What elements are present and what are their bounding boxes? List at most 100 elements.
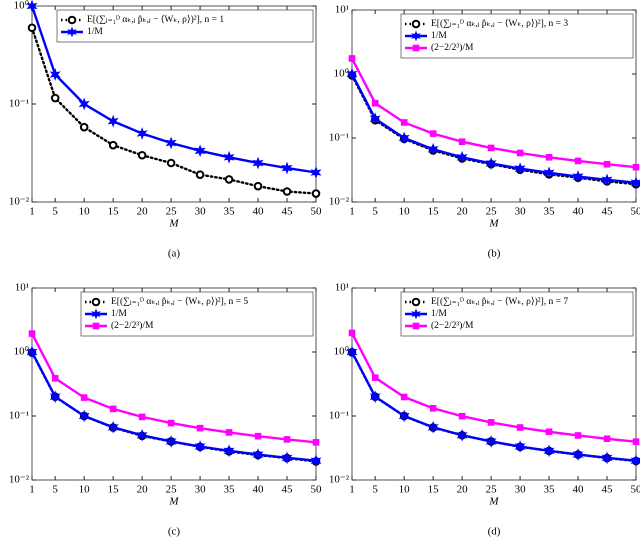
y-tick-label: 10⁻¹ [9, 410, 29, 422]
marker [49, 68, 61, 81]
x-tick-label: 5 [372, 206, 378, 218]
marker [311, 189, 321, 198]
y-tick-label: 10⁰ [334, 68, 350, 80]
legend-marker [91, 308, 101, 320]
marker [514, 440, 526, 453]
legend-label: 1/M [87, 27, 103, 37]
marker [254, 432, 262, 440]
x-tick-label: 35 [224, 206, 236, 218]
marker [194, 144, 206, 158]
marker [136, 428, 148, 442]
caption: (c) [168, 526, 181, 538]
marker [514, 162, 526, 175]
marker [252, 448, 264, 461]
marker [194, 440, 206, 453]
marker [485, 157, 497, 170]
legend-marker [92, 322, 100, 330]
y-tick-label: 10⁰ [14, 0, 30, 12]
x-tick-label: 30 [515, 484, 527, 496]
y-tick-label: 10⁻² [329, 196, 350, 208]
marker [456, 150, 468, 164]
legend: E[(∑ⱼ₌₁ᴰ αₖ,ⱼ p̂ₖ,ⱼ − ⟨Wₖ, ρ⟩)²], n = 1 1… [56, 9, 314, 43]
y-tick-label: 10⁻² [9, 196, 30, 208]
marker [79, 122, 89, 132]
x-tick-label: 10 [399, 206, 411, 218]
x-tick-label: 5 [372, 484, 378, 496]
marker [195, 170, 205, 179]
marker [485, 435, 497, 448]
marker [487, 419, 495, 426]
legend-label: (2−2/2³)/M [431, 42, 474, 53]
x-tick-label: 35 [544, 206, 556, 218]
legend-label: 1/M [431, 309, 447, 319]
marker [603, 160, 611, 168]
marker [400, 119, 408, 126]
legend-label: E[(∑ⱼ₌₁ᴰ αₖ,ⱼ p̂ₖ,ⱼ − ⟨Wₖ, ρ⟩)²], n = 5 [111, 296, 248, 307]
marker [282, 187, 292, 196]
legend-label: 1/M [431, 31, 447, 41]
caption: (d) [488, 526, 501, 538]
y-tick-label: 10⁰ [14, 346, 30, 358]
marker [516, 424, 524, 431]
legend-marker [67, 26, 77, 38]
marker [574, 157, 582, 165]
marker [346, 67, 358, 81]
x-tick-label: 30 [195, 206, 207, 218]
legend-label: 1/M [111, 309, 127, 319]
legend-marker [91, 297, 101, 307]
marker [196, 424, 204, 432]
marker [572, 170, 584, 183]
y-tick-label: 10⁻² [9, 474, 30, 486]
legend-marker [67, 15, 77, 25]
x-tick-label: 50 [631, 206, 640, 218]
y-tick-label: 10¹ [335, 4, 349, 16]
x-tick-label: 40 [253, 206, 265, 218]
marker [26, 345, 38, 359]
marker [348, 55, 356, 62]
x-tick-label: 10 [79, 206, 91, 218]
x-tick-label: 20 [457, 206, 469, 218]
marker [252, 156, 264, 170]
legend-marker [411, 308, 421, 320]
y-tick-label: 10⁻¹ [9, 98, 29, 110]
marker [50, 93, 60, 103]
x-tick-label: 1 [29, 484, 35, 496]
legend: E[(∑ⱼ₌₁ᴰ αₖ,ⱼ p̂ₖ,ⱼ − ⟨Wₖ, ρ⟩)²], n = 5 1… [80, 291, 314, 337]
marker [400, 393, 408, 401]
x-tick-label: 25 [166, 484, 178, 496]
marker [456, 428, 468, 442]
marker [166, 158, 176, 168]
marker [108, 140, 118, 150]
legend-marker [411, 30, 421, 42]
marker [312, 439, 320, 446]
series-line [30, 26, 318, 195]
legend-label: (2−2/2³)/M [431, 320, 474, 331]
marker [487, 144, 495, 152]
x-tick-label: 20 [457, 484, 469, 496]
marker [427, 142, 439, 156]
legend-label: (2−2/2³)/M [111, 320, 154, 331]
x-tick-label: 30 [515, 206, 527, 218]
y-tick-label: 10⁻¹ [329, 132, 349, 144]
x-axis-label: M [488, 218, 499, 230]
x-tick-label: 25 [166, 206, 178, 218]
marker [371, 374, 379, 381]
caption: (b) [488, 248, 501, 260]
marker [458, 412, 466, 420]
marker [346, 345, 358, 359]
x-tick-label: 40 [253, 484, 265, 496]
marker [369, 112, 381, 126]
legend-label: E[(∑ⱼ₌₁ᴰ αₖ,ⱼ p̂ₖ,ⱼ − ⟨Wₖ, ρ⟩)²], n = 7 [431, 296, 568, 307]
marker [165, 136, 177, 150]
marker [283, 436, 291, 443]
x-tick-label: 5 [52, 206, 58, 218]
legend-label: E[(∑ⱼ₌₁ᴰ αₖ,ⱼ p̂ₖ,ⱼ − ⟨Wₖ, ρ⟩)²], n = 3 [431, 18, 568, 29]
legend-box [400, 291, 634, 337]
x-tick-label: 1 [349, 484, 355, 496]
marker [137, 150, 147, 160]
x-tick-label: 45 [602, 484, 614, 496]
marker [27, 23, 37, 33]
